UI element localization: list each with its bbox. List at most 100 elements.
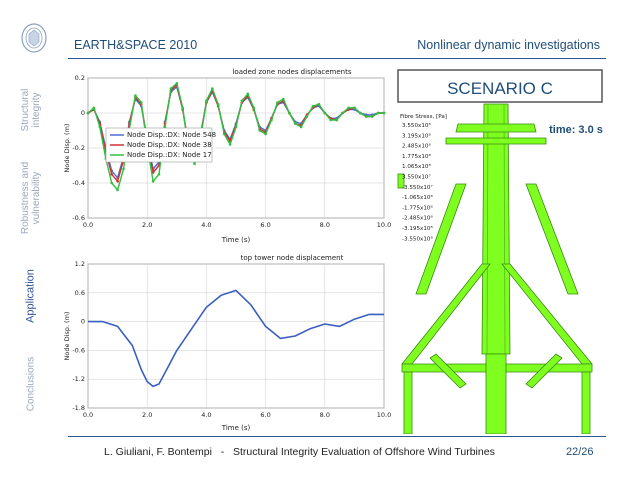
stress-legend-value: -3.550x10⁷ — [402, 184, 433, 191]
time-label: time: 3.0 s — [549, 124, 603, 136]
stress-legend-value: 3.195x10⁸ — [402, 132, 431, 139]
university-seal-icon — [21, 23, 47, 53]
data-point — [193, 162, 196, 165]
scenario-title: SCENARIO C — [447, 79, 553, 98]
data-point — [181, 106, 184, 110]
header-title: EARTH&SPACE 2010 — [74, 38, 198, 52]
y-tick-label: 0 — [81, 318, 85, 326]
data-point — [222, 132, 226, 136]
data-point — [376, 111, 380, 115]
stress-legend-value: -3.195x10⁸ — [402, 225, 433, 232]
legend: Node Disp.:DX: Node 548 Node Disp.:DX: N… — [105, 127, 216, 163]
series-line-1 — [88, 289, 384, 388]
data-point — [116, 188, 119, 192]
x-tick-label: 2.0 — [142, 411, 152, 419]
x-tick-label: 8.0 — [320, 411, 330, 419]
sidebar-item-application[interactable]: Application — [24, 269, 37, 323]
x-axis-label: Time (s) — [221, 424, 251, 432]
stress-legend-value: -1.775x10⁸ — [402, 204, 433, 211]
section-title: Nonlinear dynamic investigations — [417, 38, 600, 52]
y-tick-label: -0.6 — [72, 214, 85, 222]
data-point — [163, 125, 167, 129]
legend-entry: Node Disp.:DX: Node 17 — [127, 151, 212, 159]
plot-area — [87, 263, 385, 409]
data-point — [323, 111, 327, 115]
data-point — [211, 87, 214, 90]
x-tick-label: 2.0 — [142, 221, 152, 229]
sidebar-item-robustness[interactable]: Robustness and vulnerability — [20, 161, 42, 235]
data-point — [341, 111, 344, 115]
stress-legend-value: 2.485x10⁸ — [402, 143, 431, 150]
x-axis-label: Time (s) — [221, 236, 251, 244]
chart-title: top tower node displacement — [241, 254, 344, 262]
jacket-structure — [397, 103, 593, 434]
scenario-box: SCENARIO C — [397, 69, 603, 103]
stress-legend-value: 1.065x10⁸ — [402, 163, 431, 170]
y-tick-label: 0 — [81, 109, 85, 117]
y-tick-label: -0.2 — [72, 144, 85, 152]
data-point — [364, 115, 368, 118]
data-point — [240, 99, 244, 103]
footer-divider — [68, 436, 606, 437]
data-point — [151, 180, 155, 183]
data-point — [359, 111, 362, 115]
data-point — [270, 118, 273, 122]
data-point — [228, 143, 232, 146]
x-tick-label: 0.0 — [83, 221, 93, 229]
data-point — [216, 103, 220, 106]
y-axis-label: Node Disp. (m) — [63, 124, 71, 173]
data-point — [329, 118, 333, 122]
legend-entry: Node Disp.:DX: Node 38 — [127, 141, 212, 149]
stress-legend-value: 3.550x10⁸ — [402, 122, 431, 129]
data-point — [92, 106, 96, 110]
stress-legend-value: -1.065x10⁸ — [402, 194, 433, 201]
stress-legend-value: -2.485x10⁸ — [402, 215, 433, 222]
chart-top-tower: top tower node displacement 1.2 0.6 0 -0.6 -… — [63, 254, 391, 432]
data-point — [382, 111, 386, 115]
y-tick-label: -0.6 — [72, 346, 85, 354]
y-tick-label: -0.4 — [72, 179, 85, 187]
data-point — [293, 122, 297, 125]
data-point — [157, 173, 161, 176]
data-point — [353, 106, 356, 110]
data-point — [86, 111, 90, 115]
data-point — [276, 101, 279, 104]
x-tick-label: 6.0 — [260, 411, 270, 419]
page-number: 22/26 — [566, 446, 594, 458]
header-divider — [68, 58, 606, 59]
x-tick-label: 0.0 — [83, 411, 93, 419]
stress-legend-value: 3.550x10⁷ — [402, 174, 431, 181]
data-point — [110, 181, 113, 185]
data-point — [370, 115, 374, 118]
stress-legend-value: -3.550x10⁸ — [402, 235, 433, 242]
sidebar: Structural integrity Robustness and vuln… — [0, 0, 62, 493]
data-point — [234, 125, 238, 129]
x-tick-label: 6.0 — [260, 221, 270, 229]
data-point — [252, 106, 256, 110]
data-point — [175, 82, 179, 85]
data-point — [264, 132, 267, 136]
stress-legend-value: 1.775x10⁸ — [402, 153, 431, 160]
chart-title: loaded zone nodes displacements — [232, 68, 351, 76]
sidebar-item-conclusions[interactable]: Conclusions — [25, 356, 37, 412]
data-point — [299, 125, 303, 129]
data-point — [205, 99, 208, 103]
data-point — [282, 97, 285, 101]
data-point — [169, 87, 173, 90]
data-point — [98, 125, 102, 129]
data-point — [335, 118, 338, 122]
footer-authors-title: L. Giuliani, F. Bontempi - Structural In… — [104, 446, 495, 458]
data-point — [288, 111, 291, 115]
data-point — [134, 94, 137, 97]
data-point — [311, 104, 315, 108]
y-tick-label: 0.2 — [75, 74, 85, 82]
x-tick-label: 4.0 — [201, 221, 211, 229]
data-point — [246, 92, 250, 96]
data-point — [116, 180, 119, 183]
y-tick-label: -1.2 — [72, 375, 85, 383]
data-point — [347, 106, 350, 110]
y-tick-label: -1.8 — [72, 404, 85, 412]
legend-entry: Node Disp.:DX: Node 548 — [127, 131, 216, 139]
sidebar-item-structural-integrity[interactable]: Structural integrity — [20, 88, 42, 132]
y-tick-label: 0.6 — [75, 289, 85, 297]
